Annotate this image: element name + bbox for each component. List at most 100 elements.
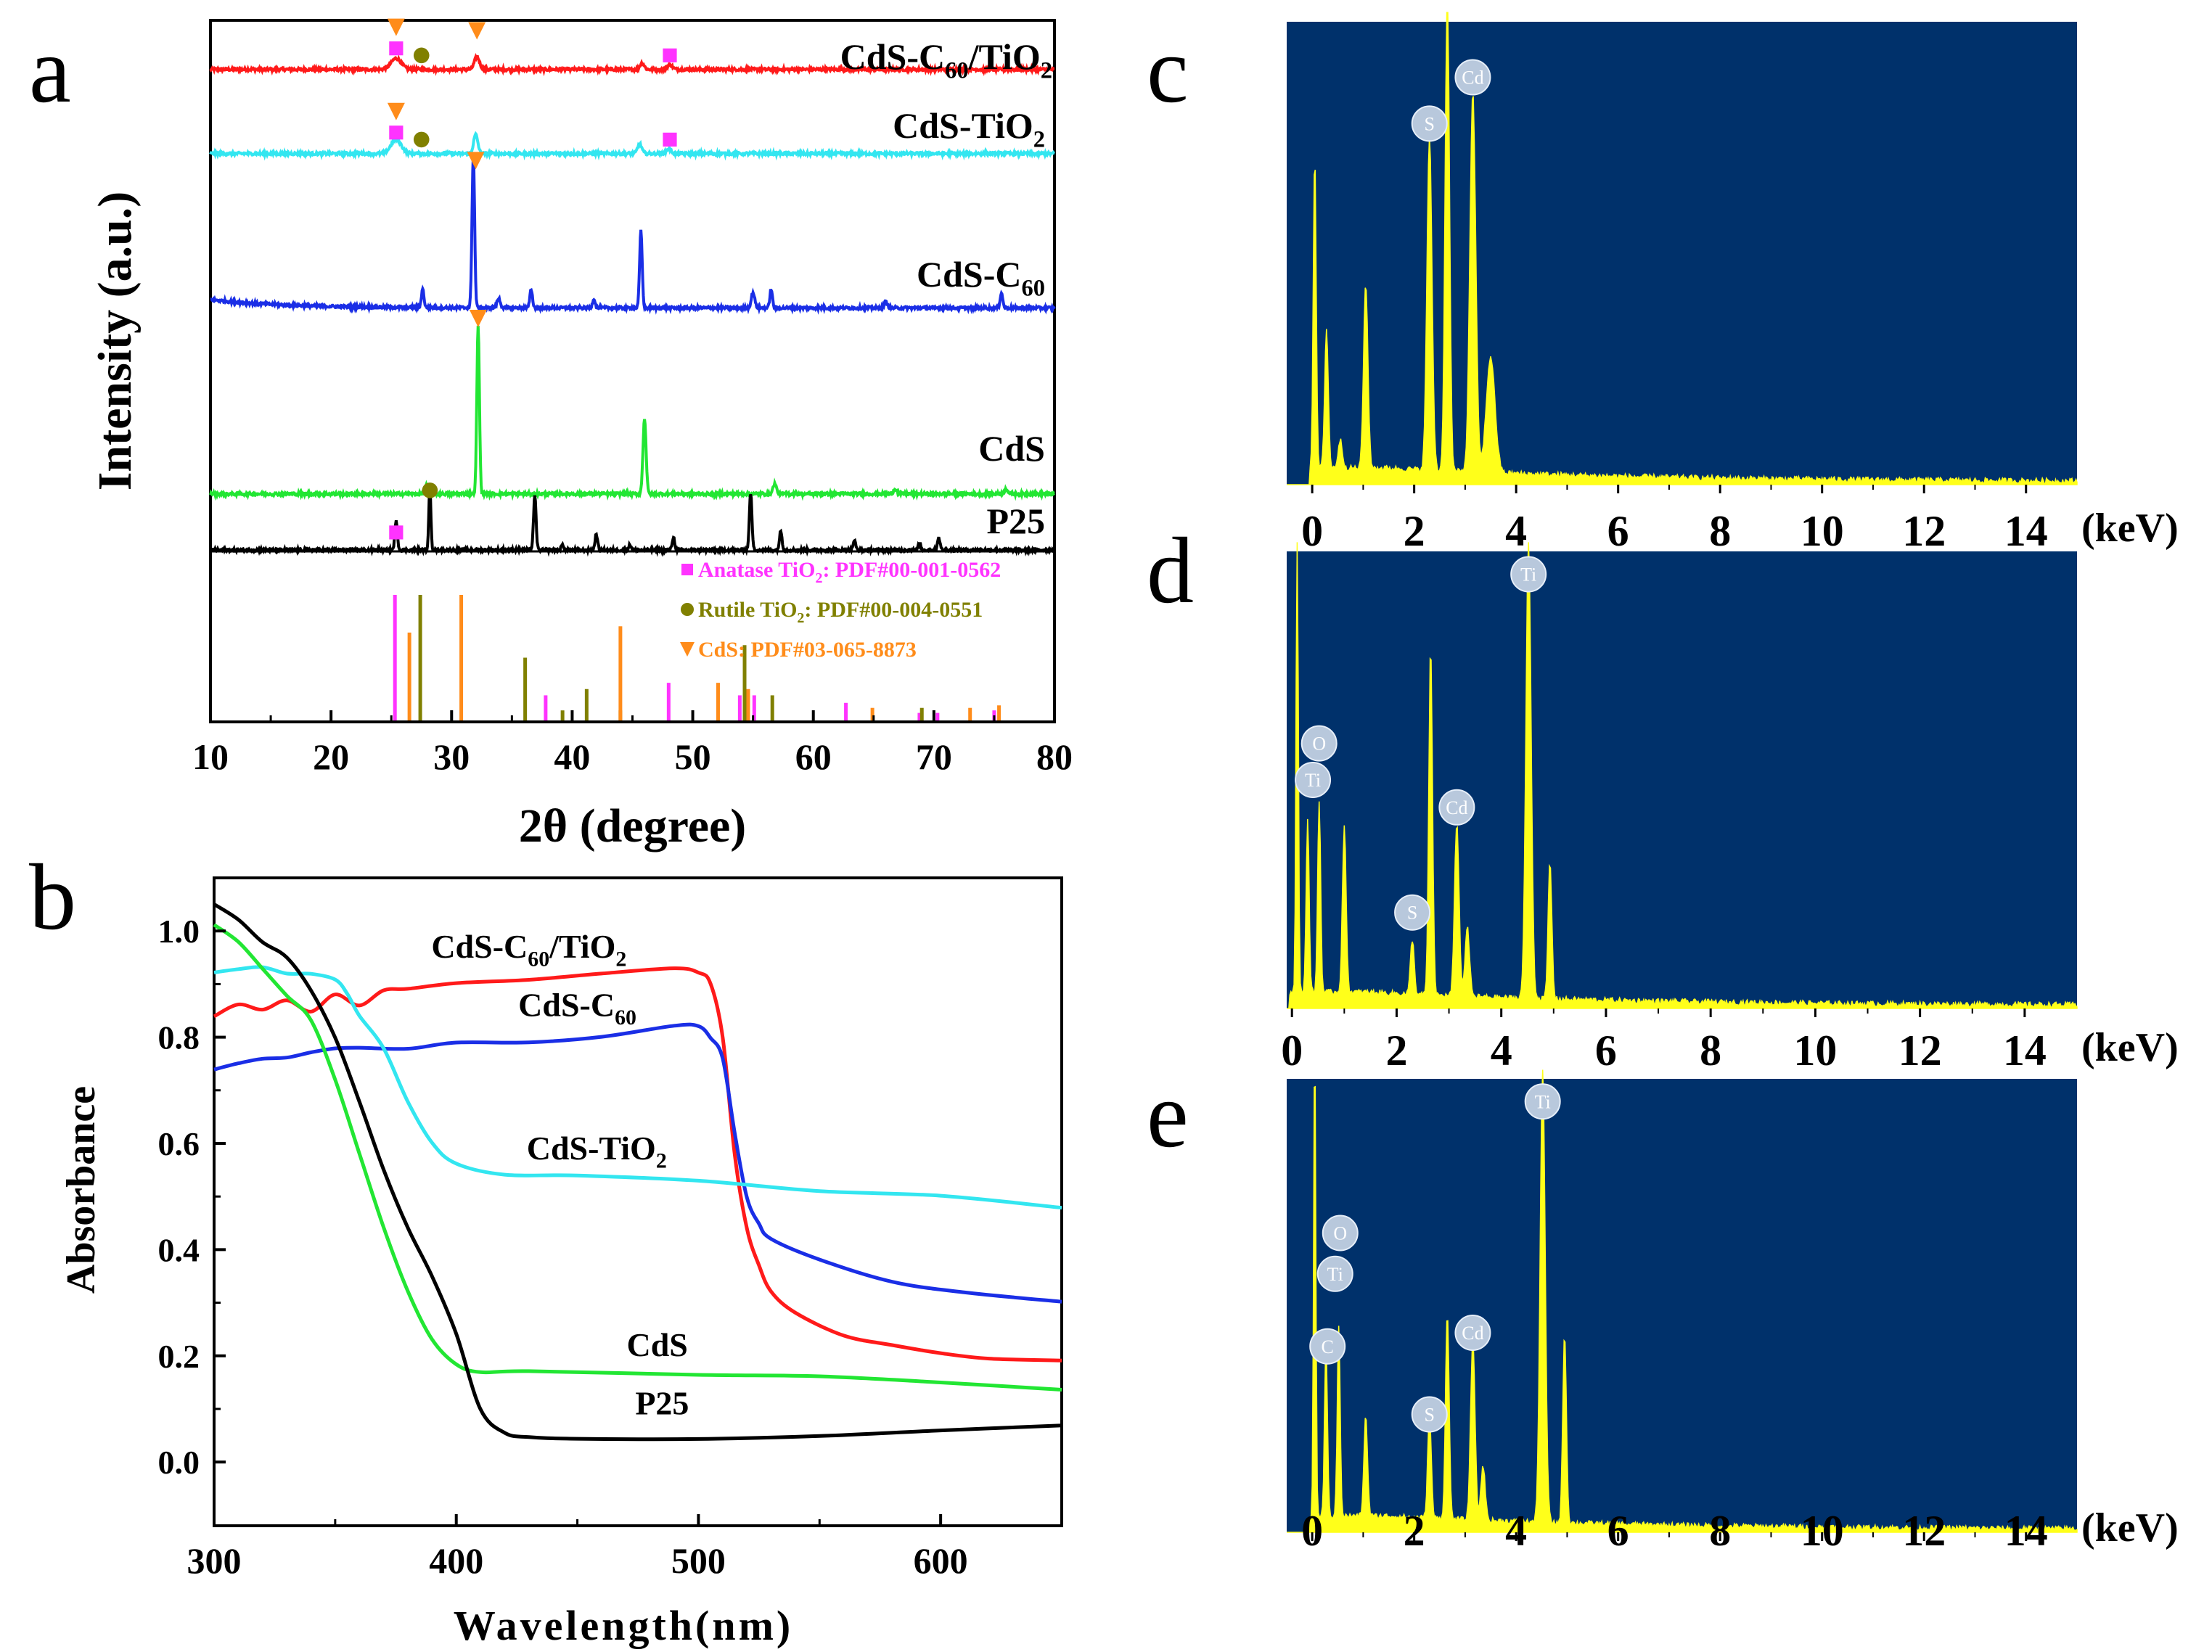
eds-x-tick-label: 14 bbox=[2004, 1507, 2048, 1555]
eds-x-tick-label: 14 bbox=[2004, 507, 2048, 555]
eds-x-tick-label: 14 bbox=[2003, 1027, 2047, 1074]
xrd-legend-label: Rutile TiO2: PDF#00-004-0551 bbox=[698, 598, 983, 626]
panel-letter-a: a bbox=[29, 18, 71, 123]
eds-element-label-S: S bbox=[1407, 903, 1417, 924]
eds-element-marker bbox=[1309, 1328, 1346, 1365]
xrd-line-CdS-TiO2 bbox=[209, 131, 1055, 161]
panel-letter-b: b bbox=[29, 845, 76, 950]
eds-element-marker bbox=[1316, 1255, 1353, 1292]
eds-x-tick-label: 10 bbox=[1801, 507, 1844, 555]
xrd-line-CdS-C60 bbox=[210, 153, 1056, 315]
xrd-panel-a: CdS-C60/TiO2 CdS-TiO2 CdS-C60 CdS P25 Anatase… bbox=[89, 18, 1073, 852]
eds-spectrum bbox=[1287, 1069, 2078, 1533]
eds-element-marker bbox=[1411, 105, 1448, 142]
eds-x-tick-label: 6 bbox=[1607, 507, 1629, 555]
eds-element-label-Ti: Ti bbox=[1535, 1091, 1551, 1112]
eds-x-tick-label: 8 bbox=[1709, 507, 1731, 555]
xrd-phase-marker-hex bbox=[413, 131, 430, 148]
uvvis-series-label: CdS-C60 bbox=[518, 986, 636, 1030]
eds-background bbox=[1287, 1079, 2077, 1532]
uvvis-y-tick-label: 0.6 bbox=[158, 1125, 200, 1162]
xrd-phase-marker-hex bbox=[413, 47, 430, 64]
eds-x-tick-label: 8 bbox=[1700, 1027, 1721, 1074]
eds-panel-c: S Cd 0 2 4 6 8 10 12 14 (keV) bbox=[1287, 12, 2179, 555]
eds-x-tick-label: 12 bbox=[1898, 1027, 1942, 1074]
xrd-phase-marker-square bbox=[663, 132, 677, 147]
xrd-x-axis-label: 2θ (degree) bbox=[519, 800, 747, 852]
eds-background bbox=[1287, 551, 2077, 1008]
uvvis-panel-b: CdS-C60/TiO2 CdS-C60 CdS-TiO2 CdS P25 300 400 5… bbox=[59, 876, 1063, 1649]
eds-element-label-O: O bbox=[1333, 1223, 1347, 1244]
xrd-phase-marker-square bbox=[389, 126, 404, 140]
xrd-series-label-P25: P25 bbox=[986, 501, 1045, 541]
eds-x-tick-label: 10 bbox=[1793, 1027, 1837, 1074]
eds-element-marker bbox=[1510, 556, 1547, 593]
eds-x-unit-label: (keV) bbox=[2081, 1505, 2179, 1550]
eds-element-label-Ti: Ti bbox=[1520, 564, 1536, 585]
eds-x-tick-label: 12 bbox=[1902, 507, 1946, 555]
eds-element-marker bbox=[1524, 1083, 1561, 1120]
eds-x-tick-label: 2 bbox=[1404, 507, 1425, 555]
uvvis-plot-frame bbox=[213, 876, 1063, 1527]
xrd-line-CdS-C60/TiO2 bbox=[209, 53, 1054, 77]
eds-x-tick-label: 6 bbox=[1607, 1507, 1629, 1555]
eds-element-label-O: O bbox=[1312, 733, 1326, 755]
xrd-x-tick-label: 40 bbox=[554, 736, 590, 777]
eds-x-tick-label: 0 bbox=[1301, 507, 1323, 555]
xrd-series-label-CdS: CdS bbox=[978, 428, 1045, 469]
eds-element-marker bbox=[1300, 725, 1338, 762]
eds-x-tick-label: 2 bbox=[1404, 1507, 1425, 1555]
xrd-phase-marker-square bbox=[389, 525, 404, 540]
xrd-legend-symbol-triangle bbox=[680, 642, 695, 657]
xrd-series-label-CdS-TiO2: CdS-TiO2 bbox=[893, 105, 1045, 153]
eds-element-label-Cd: Cd bbox=[1462, 67, 1483, 89]
uvvis-series-label: P25 bbox=[635, 1384, 689, 1421]
eds-element-label-Ti: Ti bbox=[1327, 1264, 1343, 1285]
eds-element-label-Cd: Cd bbox=[1446, 797, 1467, 818]
eds-x-tick-label: 8 bbox=[1709, 1507, 1731, 1555]
eds-spectrum bbox=[1287, 542, 2078, 1009]
eds-x-tick-label: 0 bbox=[1301, 1507, 1323, 1555]
uvvis-x-tick-label: 500 bbox=[671, 1540, 726, 1581]
xrd-phase-marker-triangle bbox=[469, 309, 487, 327]
eds-panel-e: O Ti C S Cd Ti 0 2 4 6 8 10 12 14 (keV) bbox=[1287, 1069, 2179, 1555]
eds-panel-d: O Ti S Cd Ti 0 2 4 6 8 10 12 14 (keV) bbox=[1281, 542, 2179, 1074]
eds-x-tick-label: 2 bbox=[1385, 1027, 1407, 1074]
xrd-series-label-CdS-C60/TiO2: CdS-C60/TiO2 bbox=[840, 36, 1052, 84]
eds-x-tick-label: 4 bbox=[1491, 1027, 1512, 1074]
xrd-y-axis-label: Intensity (a.u.) bbox=[89, 192, 142, 491]
eds-element-marker bbox=[1295, 762, 1332, 798]
uvvis-x-tick-label: 300 bbox=[187, 1540, 242, 1581]
xrd-line-P25 bbox=[209, 486, 1056, 557]
uvvis-x-tick-label: 600 bbox=[914, 1540, 968, 1581]
xrd-legend-symbol-square bbox=[681, 564, 693, 575]
panel-letter-d: d bbox=[1147, 519, 1194, 623]
uvvis-x-axis-label: Wavelength(nm) bbox=[454, 1602, 793, 1649]
eds-element-label-Cd: Cd bbox=[1462, 1323, 1483, 1344]
uvvis-y-tick-label: 0.0 bbox=[158, 1444, 200, 1481]
xrd-x-tick-label: 60 bbox=[795, 736, 832, 777]
xrd-legend-label: CdS: PDF#03-065-8873 bbox=[698, 638, 917, 662]
xrd-phase-marker-square bbox=[389, 41, 404, 56]
eds-element-label-S: S bbox=[1424, 113, 1434, 134]
eds-x-unit-label: (keV) bbox=[2081, 506, 2179, 551]
eds-background bbox=[1287, 22, 2077, 485]
uvvis-x-tick-label: 400 bbox=[429, 1540, 483, 1581]
uvvis-series-label: CdS-TiO2 bbox=[527, 1130, 667, 1173]
panel-letter-e: e bbox=[1147, 1063, 1189, 1167]
eds-element-marker bbox=[1411, 1396, 1448, 1433]
eds-spectrum bbox=[1287, 12, 2078, 485]
eds-element-label-Ti: Ti bbox=[1305, 770, 1321, 791]
xrd-legend-label: Anatase TiO2: PDF#00-001-0562 bbox=[698, 558, 1001, 586]
eds-element-marker bbox=[1454, 59, 1491, 96]
xrd-line-CdS bbox=[209, 325, 1055, 501]
eds-x-tick-label: 10 bbox=[1801, 1507, 1844, 1555]
xrd-x-tick-label: 20 bbox=[313, 736, 349, 777]
uvvis-line-CdS-TiO2 bbox=[213, 965, 1062, 1210]
uvvis-y-axis-label: Absorbance bbox=[59, 1086, 104, 1294]
xrd-x-tick-label: 50 bbox=[675, 736, 711, 777]
uvvis-y-tick-label: 0.2 bbox=[158, 1338, 200, 1375]
eds-x-tick-label: 4 bbox=[1505, 1507, 1527, 1555]
panel-letter-c: c bbox=[1147, 18, 1189, 123]
